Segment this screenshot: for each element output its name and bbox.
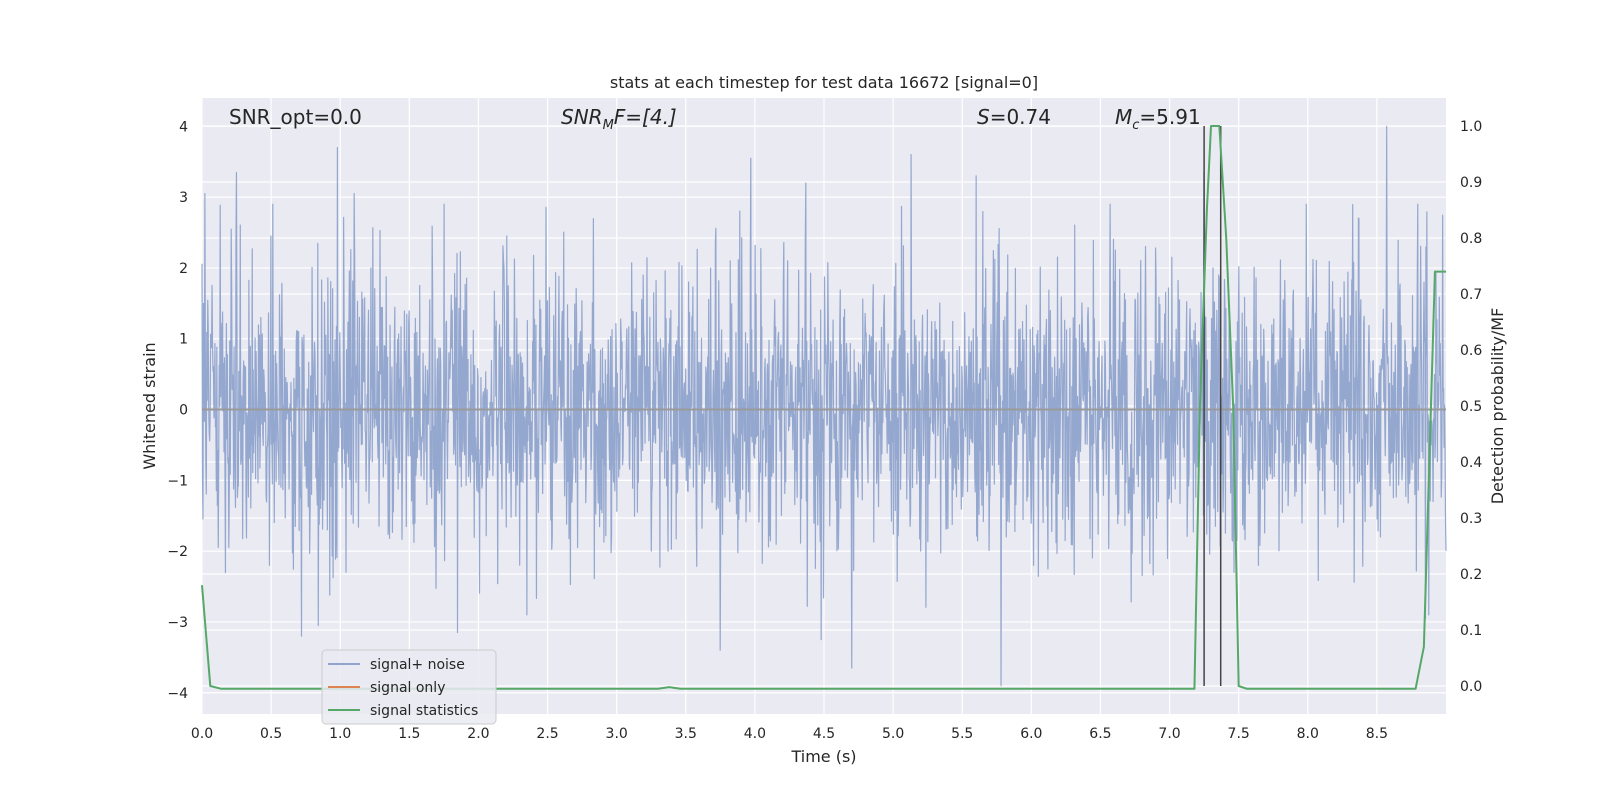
annotation-mc-rest: =5.91 [1139, 105, 1200, 129]
y-right-tick-label-6: 0.6 [1460, 343, 1482, 359]
x-tick-label-3: 1.5 [398, 726, 420, 742]
y-axis-label-right: Detection probability/MF [1488, 308, 1507, 505]
x-tick-label-12: 6.0 [1020, 726, 1042, 742]
y-right-tick-label-8: 0.8 [1460, 231, 1482, 247]
x-tick-label-6: 3.0 [606, 726, 628, 742]
legend-label-signal-statistics: signal statistics [370, 703, 478, 719]
x-tick-label-15: 7.5 [1228, 726, 1250, 742]
annotation-mc-sub: c [1132, 118, 1139, 133]
x-tick-label-9: 4.5 [813, 726, 835, 742]
chart-title: stats at each timestep for test data 166… [610, 73, 1038, 92]
annotation-snr-mf: SNRMF=[4.] [561, 105, 677, 133]
legend-box [321, 649, 497, 725]
y-right-tick-label-7: 0.7 [1460, 287, 1482, 303]
y-right-tick-label-0: 0.0 [1460, 679, 1482, 695]
legend-label-signal-noise: signal+ noise [370, 657, 465, 673]
y-right-tick-label-2: 0.2 [1460, 567, 1482, 583]
signal-noise-line [201, 125, 1447, 687]
x-axis-label: Time (s) [790, 747, 856, 766]
annotation-snr-mf-main: SNR [561, 105, 603, 129]
y-tick-label-8: 4 [179, 119, 188, 135]
x-tick-label-2: 1.0 [329, 726, 351, 742]
legend: signal+ noise signal only signal statist… [321, 649, 497, 725]
x-tick-label-13: 6.5 [1089, 726, 1111, 742]
annotation-mc: Mc=5.91 [1115, 105, 1201, 133]
x-tick-label-7: 3.5 [675, 726, 697, 742]
tick-labels: 0.0 0.5 1.0 1.5 2.0 2.5 3.0 3.5 4.0 4.5 5.0 5.5 6.0 6… [167, 119, 1482, 742]
annotation-s-rest: =0.74 [990, 105, 1051, 129]
y-tick-label-7: 3 [179, 190, 188, 206]
y-right-tick-label-3: 0.3 [1460, 511, 1482, 527]
y-right-tick-label-5: 0.5 [1460, 399, 1482, 415]
x-tick-label-5: 2.5 [536, 726, 558, 742]
y-tick-label-4: 0 [179, 403, 188, 419]
annotation-s-main: S [977, 105, 990, 129]
annotation-s: S=0.74 [977, 105, 1051, 129]
x-tick-label-14: 7.0 [1158, 726, 1180, 742]
y-tick-label-5: 1 [179, 332, 188, 348]
y-tick-label-0: −4 [167, 686, 188, 702]
x-tick-label-16: 8.0 [1297, 726, 1319, 742]
annotation-snr-opt: SNR_opt=0.0 [229, 105, 362, 129]
y-right-tick-label-9: 0.9 [1460, 175, 1482, 191]
legend-label-signal-only: signal only [370, 680, 445, 696]
y-right-tick-label-4: 0.4 [1460, 455, 1482, 471]
x-tick-label-0: 0.0 [191, 726, 213, 742]
x-tick-label-1: 0.5 [260, 726, 282, 742]
y-axis-label: Whitened strain [140, 342, 159, 469]
x-tick-label-17: 8.5 [1366, 726, 1388, 742]
annotation-snr-mf-rest: F=[4.] [614, 105, 677, 129]
x-tick-label-8: 4.0 [744, 726, 766, 742]
annotation-mc-main: M [1115, 105, 1132, 129]
x-tick-label-11: 5.5 [951, 726, 973, 742]
y-tick-label-1: −3 [167, 615, 188, 631]
annotation-snr-mf-sub: M [603, 118, 614, 133]
signal-noise-series [201, 125, 1447, 687]
y-right-tick-label-10: 1.0 [1460, 119, 1482, 135]
y-tick-label-6: 2 [179, 261, 188, 277]
y-tick-label-3: −1 [167, 473, 188, 489]
x-tick-label-4: 2.0 [467, 726, 489, 742]
y-tick-label-2: −2 [167, 544, 188, 560]
y-right-tick-label-1: 0.1 [1460, 623, 1482, 639]
x-tick-label-10: 5.0 [882, 726, 904, 742]
